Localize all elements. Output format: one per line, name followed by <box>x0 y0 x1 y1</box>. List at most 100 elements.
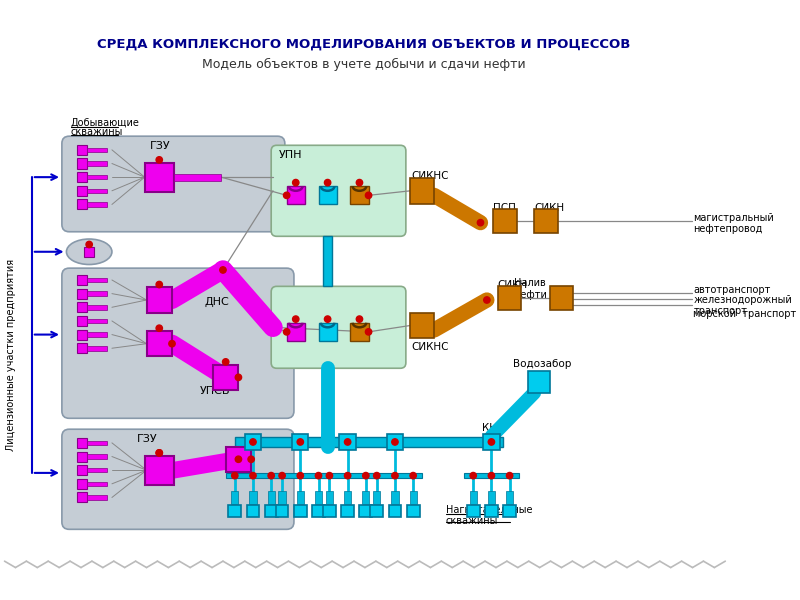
Circle shape <box>366 192 372 199</box>
Bar <box>77 172 87 182</box>
FancyBboxPatch shape <box>271 286 406 368</box>
Text: СИКН: СИКН <box>534 203 564 212</box>
Bar <box>246 505 259 517</box>
Bar <box>146 331 172 356</box>
Circle shape <box>156 157 162 163</box>
Bar <box>389 505 402 517</box>
Circle shape <box>156 449 162 456</box>
Bar <box>273 473 328 478</box>
Bar <box>323 505 336 517</box>
Circle shape <box>345 472 351 479</box>
Text: Водозабор: Водозабор <box>514 359 572 369</box>
Bar <box>294 505 306 517</box>
Bar <box>286 186 305 205</box>
Bar <box>339 434 356 450</box>
Circle shape <box>325 179 330 186</box>
Bar <box>344 491 351 504</box>
Bar <box>229 505 241 517</box>
Circle shape <box>374 472 380 479</box>
Circle shape <box>293 316 299 322</box>
Circle shape <box>315 472 322 479</box>
Circle shape <box>325 316 330 322</box>
Circle shape <box>297 439 303 445</box>
Circle shape <box>279 472 286 479</box>
Text: железнодорожный
транспорт: железнодорожный транспорт <box>694 295 792 316</box>
Bar <box>488 491 495 504</box>
Bar <box>278 491 286 504</box>
FancyBboxPatch shape <box>62 268 294 418</box>
Text: ГЗУ: ГЗУ <box>137 434 157 444</box>
Bar <box>87 292 107 296</box>
Text: ДНС: ДНС <box>205 297 230 307</box>
Bar <box>77 438 87 448</box>
Bar <box>528 371 550 393</box>
Circle shape <box>345 439 351 445</box>
Bar <box>77 289 87 299</box>
Bar <box>77 343 87 353</box>
Circle shape <box>356 316 362 322</box>
Circle shape <box>156 449 162 456</box>
Bar <box>318 323 337 341</box>
Text: Добывающие: Добывающие <box>71 118 140 128</box>
Bar <box>145 455 174 485</box>
Circle shape <box>231 472 238 479</box>
Circle shape <box>356 179 362 186</box>
Bar <box>77 452 87 461</box>
Bar <box>342 505 354 517</box>
Text: Налив
нефти: Налив нефти <box>514 278 547 300</box>
Bar <box>483 434 499 450</box>
Text: Лицензионные участки предприятия: Лицензионные участки предприятия <box>6 259 16 451</box>
Bar <box>145 163 174 192</box>
Circle shape <box>326 472 333 479</box>
Bar <box>87 332 107 337</box>
Circle shape <box>222 359 229 365</box>
Circle shape <box>366 329 372 335</box>
Bar <box>77 465 87 475</box>
Bar <box>87 278 107 282</box>
Bar <box>391 491 398 504</box>
Circle shape <box>235 456 242 463</box>
Bar <box>350 323 369 341</box>
Circle shape <box>488 472 494 479</box>
Bar <box>318 186 337 205</box>
Circle shape <box>156 281 162 288</box>
Bar <box>87 161 107 166</box>
Bar <box>87 440 107 445</box>
Circle shape <box>250 439 256 445</box>
Bar <box>373 491 380 504</box>
Circle shape <box>169 340 175 347</box>
Bar <box>265 505 278 517</box>
Bar <box>226 473 280 478</box>
Ellipse shape <box>66 239 112 265</box>
Bar <box>231 491 238 504</box>
Bar <box>503 505 516 517</box>
Text: автотранспорт: автотранспорт <box>694 286 771 295</box>
Bar <box>362 491 370 504</box>
Text: СРЕДА КОМПЛЕКСНОГО МОДЕЛИРОВАНИЯ ОБЪЕКТОВ И ПРОЦЕССОВ: СРЕДА КОМПЛЕКСНОГО МОДЕЛИРОВАНИЯ ОБЪЕКТО… <box>98 38 630 51</box>
Circle shape <box>506 472 513 479</box>
Circle shape <box>283 329 290 335</box>
Bar <box>87 319 107 323</box>
Bar <box>359 505 372 517</box>
Text: магистральный
нефтепровод: магистральный нефтепровод <box>694 212 774 234</box>
Circle shape <box>235 374 242 380</box>
Text: Модель объектов в учете добычи и сдачи нефти: Модель объектов в учете добычи и сдачи н… <box>202 58 526 71</box>
Circle shape <box>86 241 92 248</box>
Circle shape <box>250 472 256 479</box>
Bar <box>213 365 238 390</box>
Bar <box>410 491 417 504</box>
Bar <box>77 186 87 196</box>
Bar <box>146 287 172 313</box>
Bar <box>77 275 87 285</box>
Bar <box>498 286 522 310</box>
FancyBboxPatch shape <box>62 136 285 232</box>
Bar <box>464 473 518 478</box>
Bar <box>315 491 322 504</box>
FancyBboxPatch shape <box>62 429 294 529</box>
Bar <box>77 479 87 489</box>
Bar <box>87 468 107 472</box>
Circle shape <box>484 297 490 303</box>
Bar <box>534 209 558 233</box>
Bar <box>87 454 107 459</box>
Bar <box>77 329 87 340</box>
